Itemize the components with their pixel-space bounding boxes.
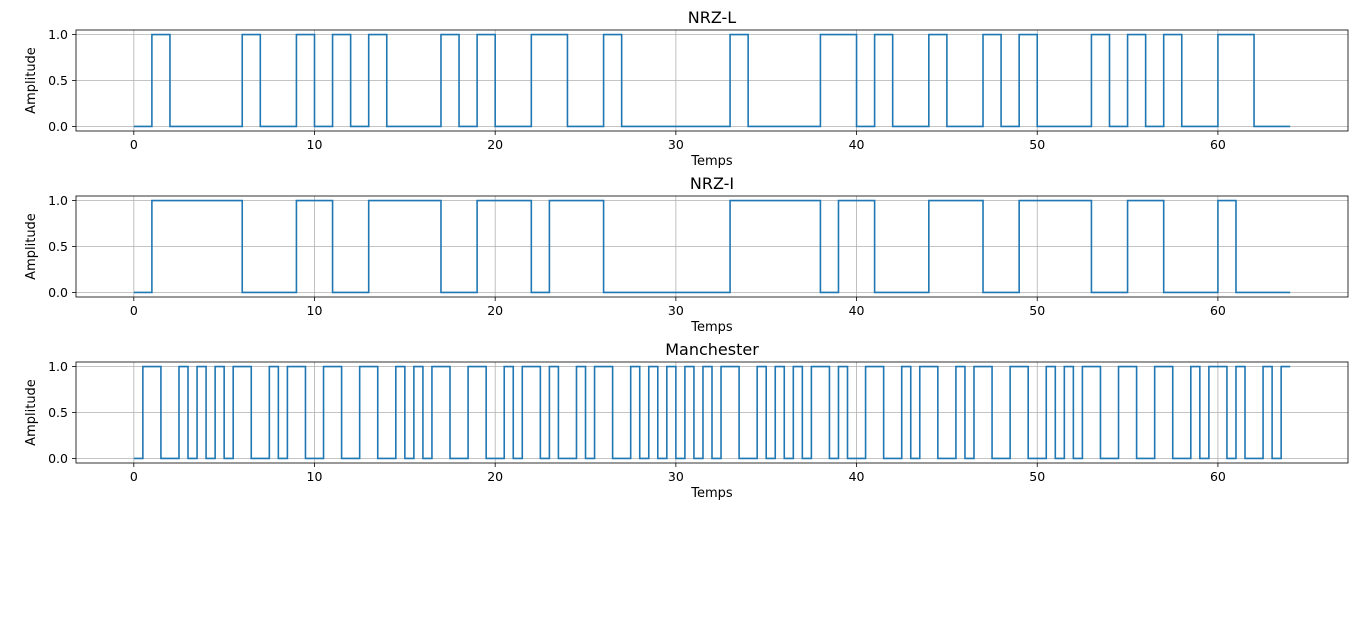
nrz-i-ylabel: Amplitude [24, 213, 39, 280]
nrz-i-ticks: 0 10 20 30 40 50 60 0.0 0.5 1.0 [48, 193, 1226, 318]
nrz-l-ticks: 0 10 20 30 40 50 60 0.0 0.5 1.0 [48, 27, 1226, 152]
nrz-i-xtick-label-4: 40 [849, 303, 865, 318]
nrz-i-xlabel: Temps [690, 320, 733, 335]
nrz-l-ytick-label-1: 0.5 [48, 73, 68, 88]
nrz-i-ytick-label-1: 0.5 [48, 239, 68, 254]
nrz-l-ytick-label-2: 1.0 [48, 27, 68, 42]
nrz-l-xtick-label-5: 50 [1029, 137, 1045, 152]
nrz-l-signal-line [133, 33, 1291, 128]
manchester-ylabel: Amplitude [24, 379, 39, 446]
nrz-l-subplot: 0 10 20 30 40 50 60 0.0 0.5 1.0 NRZ-L Temps Ampli… [24, 8, 1349, 169]
manchester-xtick-label-0: 0 [130, 469, 138, 484]
nrz-i-xtick-label-3: 30 [668, 303, 684, 318]
manchester-ytick-label-1: 0.5 [48, 405, 68, 420]
nrz-i-signal-line [133, 199, 1291, 294]
nrz-l-xtick-label-2: 20 [487, 137, 503, 152]
manchester-xtick-label-3: 30 [668, 469, 684, 484]
manchester-xlabel: Temps [690, 486, 733, 501]
manchester-subplot: 0 10 20 30 40 50 600.00.51.0 Manchester Temps … [24, 340, 1349, 501]
manchester-xtick-label-1: 10 [307, 469, 323, 484]
manchester-xtick-label-5: 50 [1029, 469, 1045, 484]
manchester-ytick-label-0: 0.0 [48, 451, 68, 466]
nrz-i-xtick-label-6: 60 [1210, 303, 1226, 318]
manchester-title: Manchester [665, 340, 759, 359]
nrz-l-xtick-label-3: 30 [668, 137, 684, 152]
nrz-i-subplot: 0 10 20 30 40 50 60 0.0 0.5 1.0 NRZ-I Temps Ampli… [24, 174, 1349, 335]
manchester-ticks: 0 10 20 30 40 50 60 0.0 0.5 1.0 [48, 359, 1226, 484]
manchester-signal-line [133, 365, 1291, 460]
nrz-i-xtick-label-0: 0 [130, 303, 138, 318]
nrz-l-title: NRZ-L [688, 8, 737, 27]
manchester-xtick-label-6: 60 [1210, 469, 1226, 484]
manchester-ytick-label-2: 1.0 [48, 359, 68, 374]
nrz-l-xtick-label-1: 10 [307, 137, 323, 152]
nrz-l-ylabel: Amplitude [24, 47, 39, 114]
nrz-l-xlabel: Temps [690, 154, 733, 169]
nrz-i-xtick-label-2: 20 [487, 303, 503, 318]
nrz-i-title: NRZ-I [690, 174, 734, 193]
nrz-l-xtick-label-0: 0 [130, 137, 138, 152]
nrz-i-ytick-label-0: 0.0 [48, 285, 68, 300]
nrz-i-xtick-label-5: 50 [1029, 303, 1045, 318]
nrz-l-xtick-label-4: 40 [849, 137, 865, 152]
nrz-l-ytick-label-0: 0.0 [48, 119, 68, 134]
manchester-xtick-label-4: 40 [849, 469, 865, 484]
manchester-xtick-label-2: 20 [487, 469, 503, 484]
nrz-i-ytick-label-2: 1.0 [48, 193, 68, 208]
nrz-l-xtick-label-6: 60 [1210, 137, 1226, 152]
nrz-i-xtick-label-1: 10 [307, 303, 323, 318]
